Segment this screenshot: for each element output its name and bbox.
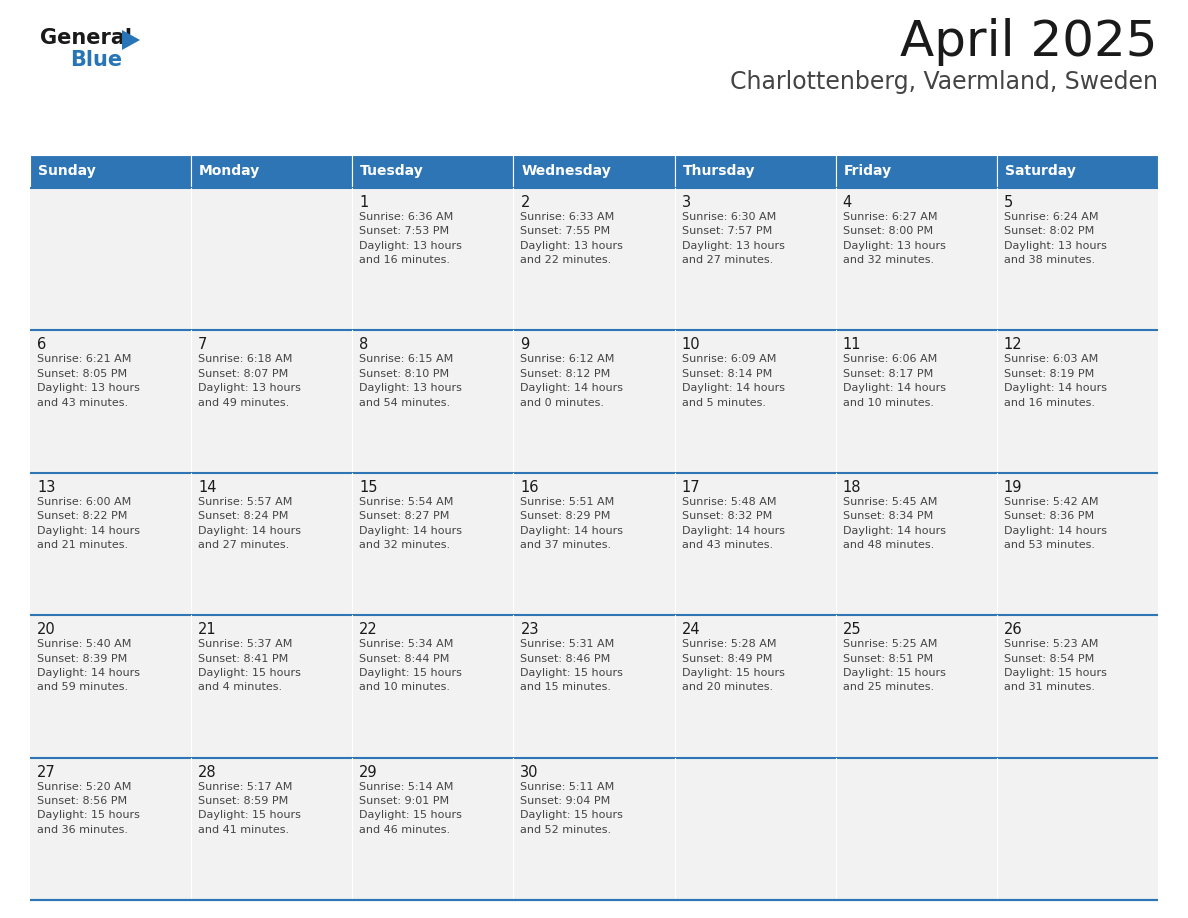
Bar: [191, 155, 353, 188]
Bar: [30, 615, 1158, 757]
Text: Sunrise: 5:11 AM
Sunset: 9:04 PM
Daylight: 15 hours
and 52 minutes.: Sunrise: 5:11 AM Sunset: 9:04 PM Dayligh…: [520, 781, 624, 834]
Text: 2: 2: [520, 195, 530, 210]
Bar: [997, 155, 1158, 188]
Text: 6: 6: [37, 338, 46, 353]
Text: Sunday: Sunday: [38, 164, 96, 178]
Text: 7: 7: [198, 338, 208, 353]
Text: Sunrise: 5:25 AM
Sunset: 8:51 PM
Daylight: 15 hours
and 25 minutes.: Sunrise: 5:25 AM Sunset: 8:51 PM Dayligh…: [842, 639, 946, 692]
Text: Sunrise: 6:30 AM
Sunset: 7:57 PM
Daylight: 13 hours
and 27 minutes.: Sunrise: 6:30 AM Sunset: 7:57 PM Dayligh…: [682, 212, 784, 265]
Text: Sunrise: 6:24 AM
Sunset: 8:02 PM
Daylight: 13 hours
and 38 minutes.: Sunrise: 6:24 AM Sunset: 8:02 PM Dayligh…: [1004, 212, 1107, 265]
Text: General: General: [40, 28, 132, 48]
Text: Friday: Friday: [843, 164, 892, 178]
Text: Sunrise: 6:00 AM
Sunset: 8:22 PM
Daylight: 14 hours
and 21 minutes.: Sunrise: 6:00 AM Sunset: 8:22 PM Dayligh…: [37, 497, 140, 550]
Text: 30: 30: [520, 765, 539, 779]
Text: Blue: Blue: [70, 50, 122, 70]
Text: April 2025: April 2025: [901, 18, 1158, 66]
Text: 16: 16: [520, 480, 539, 495]
Text: Sunrise: 5:23 AM
Sunset: 8:54 PM
Daylight: 15 hours
and 31 minutes.: Sunrise: 5:23 AM Sunset: 8:54 PM Dayligh…: [1004, 639, 1107, 692]
Text: Sunrise: 5:51 AM
Sunset: 8:29 PM
Daylight: 14 hours
and 37 minutes.: Sunrise: 5:51 AM Sunset: 8:29 PM Dayligh…: [520, 497, 624, 550]
Text: 10: 10: [682, 338, 700, 353]
Text: 25: 25: [842, 622, 861, 637]
Text: Sunrise: 5:57 AM
Sunset: 8:24 PM
Daylight: 14 hours
and 27 minutes.: Sunrise: 5:57 AM Sunset: 8:24 PM Dayligh…: [198, 497, 301, 550]
Text: Sunrise: 5:20 AM
Sunset: 8:56 PM
Daylight: 15 hours
and 36 minutes.: Sunrise: 5:20 AM Sunset: 8:56 PM Dayligh…: [37, 781, 140, 834]
Text: 29: 29: [359, 765, 378, 779]
Text: Sunrise: 5:40 AM
Sunset: 8:39 PM
Daylight: 14 hours
and 59 minutes.: Sunrise: 5:40 AM Sunset: 8:39 PM Dayligh…: [37, 639, 140, 692]
Text: 11: 11: [842, 338, 861, 353]
Text: 4: 4: [842, 195, 852, 210]
Text: 14: 14: [198, 480, 216, 495]
Text: Sunrise: 6:27 AM
Sunset: 8:00 PM
Daylight: 13 hours
and 32 minutes.: Sunrise: 6:27 AM Sunset: 8:00 PM Dayligh…: [842, 212, 946, 265]
Text: Sunrise: 5:45 AM
Sunset: 8:34 PM
Daylight: 14 hours
and 48 minutes.: Sunrise: 5:45 AM Sunset: 8:34 PM Dayligh…: [842, 497, 946, 550]
Text: Sunrise: 5:42 AM
Sunset: 8:36 PM
Daylight: 14 hours
and 53 minutes.: Sunrise: 5:42 AM Sunset: 8:36 PM Dayligh…: [1004, 497, 1107, 550]
Bar: [353, 155, 513, 188]
Text: 18: 18: [842, 480, 861, 495]
Text: Sunrise: 5:31 AM
Sunset: 8:46 PM
Daylight: 15 hours
and 15 minutes.: Sunrise: 5:31 AM Sunset: 8:46 PM Dayligh…: [520, 639, 624, 692]
Text: Sunrise: 5:17 AM
Sunset: 8:59 PM
Daylight: 15 hours
and 41 minutes.: Sunrise: 5:17 AM Sunset: 8:59 PM Dayligh…: [198, 781, 301, 834]
Text: Charlottenberg, Vaermland, Sweden: Charlottenberg, Vaermland, Sweden: [729, 70, 1158, 94]
Text: Sunrise: 6:36 AM
Sunset: 7:53 PM
Daylight: 13 hours
and 16 minutes.: Sunrise: 6:36 AM Sunset: 7:53 PM Dayligh…: [359, 212, 462, 265]
Text: Sunrise: 6:18 AM
Sunset: 8:07 PM
Daylight: 13 hours
and 49 minutes.: Sunrise: 6:18 AM Sunset: 8:07 PM Dayligh…: [198, 354, 301, 408]
Text: Sunrise: 5:28 AM
Sunset: 8:49 PM
Daylight: 15 hours
and 20 minutes.: Sunrise: 5:28 AM Sunset: 8:49 PM Dayligh…: [682, 639, 784, 692]
Text: 13: 13: [37, 480, 56, 495]
Text: Wednesday: Wednesday: [522, 164, 611, 178]
Text: 26: 26: [1004, 622, 1023, 637]
Bar: [513, 155, 675, 188]
Text: Tuesday: Tuesday: [360, 164, 424, 178]
Text: 15: 15: [359, 480, 378, 495]
Text: 22: 22: [359, 622, 378, 637]
Bar: [30, 188, 1158, 330]
Bar: [675, 155, 835, 188]
Text: 1: 1: [359, 195, 368, 210]
Text: Sunrise: 5:37 AM
Sunset: 8:41 PM
Daylight: 15 hours
and 4 minutes.: Sunrise: 5:37 AM Sunset: 8:41 PM Dayligh…: [198, 639, 301, 692]
Text: 3: 3: [682, 195, 690, 210]
Text: 23: 23: [520, 622, 539, 637]
Text: 24: 24: [682, 622, 700, 637]
Text: Sunrise: 6:06 AM
Sunset: 8:17 PM
Daylight: 14 hours
and 10 minutes.: Sunrise: 6:06 AM Sunset: 8:17 PM Dayligh…: [842, 354, 946, 408]
Text: 9: 9: [520, 338, 530, 353]
Bar: [30, 473, 1158, 615]
Text: Saturday: Saturday: [1005, 164, 1075, 178]
Text: 5: 5: [1004, 195, 1013, 210]
Text: 21: 21: [198, 622, 216, 637]
Text: 17: 17: [682, 480, 700, 495]
Text: Sunrise: 6:03 AM
Sunset: 8:19 PM
Daylight: 14 hours
and 16 minutes.: Sunrise: 6:03 AM Sunset: 8:19 PM Dayligh…: [1004, 354, 1107, 408]
Text: Thursday: Thursday: [683, 164, 756, 178]
Text: 8: 8: [359, 338, 368, 353]
Polygon shape: [122, 30, 140, 50]
Text: 12: 12: [1004, 338, 1023, 353]
Bar: [30, 155, 191, 188]
Text: Sunrise: 6:33 AM
Sunset: 7:55 PM
Daylight: 13 hours
and 22 minutes.: Sunrise: 6:33 AM Sunset: 7:55 PM Dayligh…: [520, 212, 624, 265]
Bar: [30, 757, 1158, 900]
Text: 19: 19: [1004, 480, 1023, 495]
Text: Sunrise: 6:15 AM
Sunset: 8:10 PM
Daylight: 13 hours
and 54 minutes.: Sunrise: 6:15 AM Sunset: 8:10 PM Dayligh…: [359, 354, 462, 408]
Bar: [30, 330, 1158, 473]
Text: Monday: Monday: [200, 164, 260, 178]
Text: 28: 28: [198, 765, 216, 779]
Text: Sunrise: 6:21 AM
Sunset: 8:05 PM
Daylight: 13 hours
and 43 minutes.: Sunrise: 6:21 AM Sunset: 8:05 PM Dayligh…: [37, 354, 140, 408]
Text: Sunrise: 5:14 AM
Sunset: 9:01 PM
Daylight: 15 hours
and 46 minutes.: Sunrise: 5:14 AM Sunset: 9:01 PM Dayligh…: [359, 781, 462, 834]
Text: Sunrise: 5:54 AM
Sunset: 8:27 PM
Daylight: 14 hours
and 32 minutes.: Sunrise: 5:54 AM Sunset: 8:27 PM Dayligh…: [359, 497, 462, 550]
Text: Sunrise: 6:12 AM
Sunset: 8:12 PM
Daylight: 14 hours
and 0 minutes.: Sunrise: 6:12 AM Sunset: 8:12 PM Dayligh…: [520, 354, 624, 408]
Bar: [835, 155, 997, 188]
Text: Sunrise: 6:09 AM
Sunset: 8:14 PM
Daylight: 14 hours
and 5 minutes.: Sunrise: 6:09 AM Sunset: 8:14 PM Dayligh…: [682, 354, 784, 408]
Text: Sunrise: 5:48 AM
Sunset: 8:32 PM
Daylight: 14 hours
and 43 minutes.: Sunrise: 5:48 AM Sunset: 8:32 PM Dayligh…: [682, 497, 784, 550]
Text: Sunrise: 5:34 AM
Sunset: 8:44 PM
Daylight: 15 hours
and 10 minutes.: Sunrise: 5:34 AM Sunset: 8:44 PM Dayligh…: [359, 639, 462, 692]
Text: 20: 20: [37, 622, 56, 637]
Text: 27: 27: [37, 765, 56, 779]
